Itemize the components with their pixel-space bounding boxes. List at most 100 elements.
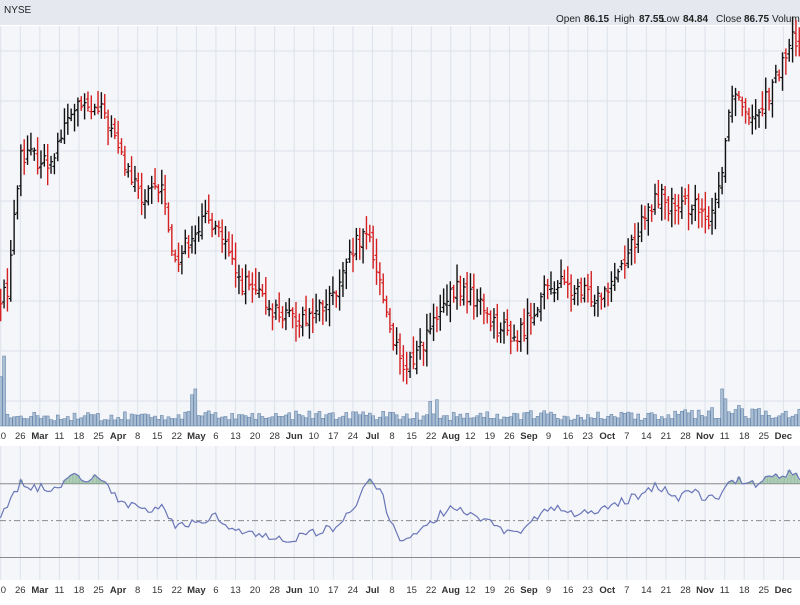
volume-bar xyxy=(29,416,32,426)
volume-bar xyxy=(76,419,79,426)
volume-bar xyxy=(113,420,116,426)
x-tick-label: Oct xyxy=(599,431,616,442)
x-tick-label: Jun xyxy=(286,431,303,442)
volume-bar xyxy=(46,416,49,426)
volume-bar xyxy=(207,411,210,426)
volume-bar xyxy=(197,415,200,426)
volume-bar xyxy=(261,416,264,426)
volume-bar xyxy=(516,414,519,426)
volume-bar xyxy=(315,413,318,426)
volume-bar xyxy=(70,420,73,426)
x-tick-label: 8 xyxy=(135,585,140,596)
volume-bar xyxy=(533,419,536,426)
volume-bar xyxy=(623,413,626,426)
volume-bar xyxy=(714,418,717,426)
volume-bar xyxy=(368,413,371,426)
volume-bar xyxy=(120,419,123,426)
header-bar xyxy=(0,0,800,25)
volume-bar xyxy=(613,417,616,426)
volume-bar xyxy=(133,415,136,426)
volume-bar xyxy=(308,411,311,426)
x-tick-label: 14 xyxy=(641,431,652,442)
x-tick-label: 25 xyxy=(759,585,770,596)
volume-bar xyxy=(647,413,650,426)
x-tick-label: 13 xyxy=(230,585,241,596)
volume-bar xyxy=(150,417,153,426)
volume-bar xyxy=(711,408,714,426)
volume-bar xyxy=(325,415,328,426)
volume-bar xyxy=(224,416,227,426)
x-tick-label: 20 xyxy=(250,585,261,596)
volume-bar xyxy=(758,408,761,426)
volume-bar xyxy=(341,416,344,426)
volume-bar xyxy=(127,420,130,426)
volume-bar xyxy=(73,413,76,426)
volume-bar xyxy=(617,418,620,426)
volume-bar xyxy=(23,418,26,426)
volume-bar xyxy=(590,418,593,426)
x-tick-label: 18 xyxy=(74,431,85,442)
volume-bar xyxy=(6,414,9,426)
volume-bar xyxy=(321,418,324,426)
volume-bar xyxy=(764,411,767,426)
volume-bar xyxy=(596,412,599,426)
volume-bar xyxy=(771,418,774,426)
volume-bar xyxy=(734,409,737,426)
volume-bar xyxy=(234,419,237,426)
volume-bar xyxy=(576,415,579,426)
x-tick-label: 21 xyxy=(661,585,672,596)
volume-bar xyxy=(768,415,771,426)
volume-bar xyxy=(110,415,113,426)
x-tick-label: 15 xyxy=(406,585,417,596)
volume-bar xyxy=(737,405,740,426)
x-tick-label: 18 xyxy=(739,431,750,442)
volume-bar xyxy=(570,420,573,426)
x-tick-label: 24 xyxy=(348,585,359,596)
x-tick-label: 20 xyxy=(250,431,261,442)
volume-bar xyxy=(761,415,764,426)
volume-bar xyxy=(469,418,472,426)
volume-bar xyxy=(425,415,428,426)
volume-bar xyxy=(620,412,623,426)
volume-bar xyxy=(603,419,606,426)
volume-bar xyxy=(140,414,143,426)
x-tick-label: 25 xyxy=(759,431,770,442)
volume-bar xyxy=(254,419,257,426)
volume-bar xyxy=(677,414,680,426)
volume-bar xyxy=(560,420,563,426)
volume-bar xyxy=(482,417,485,426)
volume-bar xyxy=(241,415,244,426)
volume-bar xyxy=(650,413,653,426)
volume-bar xyxy=(244,416,247,426)
volume-bar xyxy=(405,414,408,426)
x-tick-label: 28 xyxy=(269,585,280,596)
volume-bar xyxy=(271,417,274,426)
x-tick-label: 23 xyxy=(582,585,593,596)
volume-bar xyxy=(633,419,636,426)
x-tick-label: 22 xyxy=(172,585,183,596)
x-tick-label: Sep xyxy=(520,585,538,596)
x-tick-label: 26 xyxy=(15,431,26,442)
x-tick-label: 22 xyxy=(426,585,437,596)
volume-bar xyxy=(690,410,693,426)
volume-bar xyxy=(466,413,469,426)
close-label: Close xyxy=(716,14,742,25)
volume-bar xyxy=(422,416,425,426)
x-tick-label: 6 xyxy=(213,431,218,442)
volume-bar xyxy=(489,418,492,426)
x-tick-label: 16 xyxy=(563,431,574,442)
volume-bar xyxy=(539,413,542,426)
volume-bar xyxy=(694,418,697,426)
volume-bar xyxy=(227,420,230,426)
volume-bar xyxy=(536,416,539,426)
volume-bar xyxy=(248,417,251,426)
volume-bar xyxy=(704,417,707,426)
low-value: 84.84 xyxy=(683,14,708,25)
volume-bar xyxy=(365,415,368,426)
volume-bar xyxy=(449,420,452,426)
volume-bar xyxy=(36,416,39,426)
volume-bar xyxy=(721,389,724,426)
volume-bar xyxy=(402,417,405,426)
volume-bar xyxy=(415,413,418,426)
volume-bar xyxy=(519,420,522,426)
